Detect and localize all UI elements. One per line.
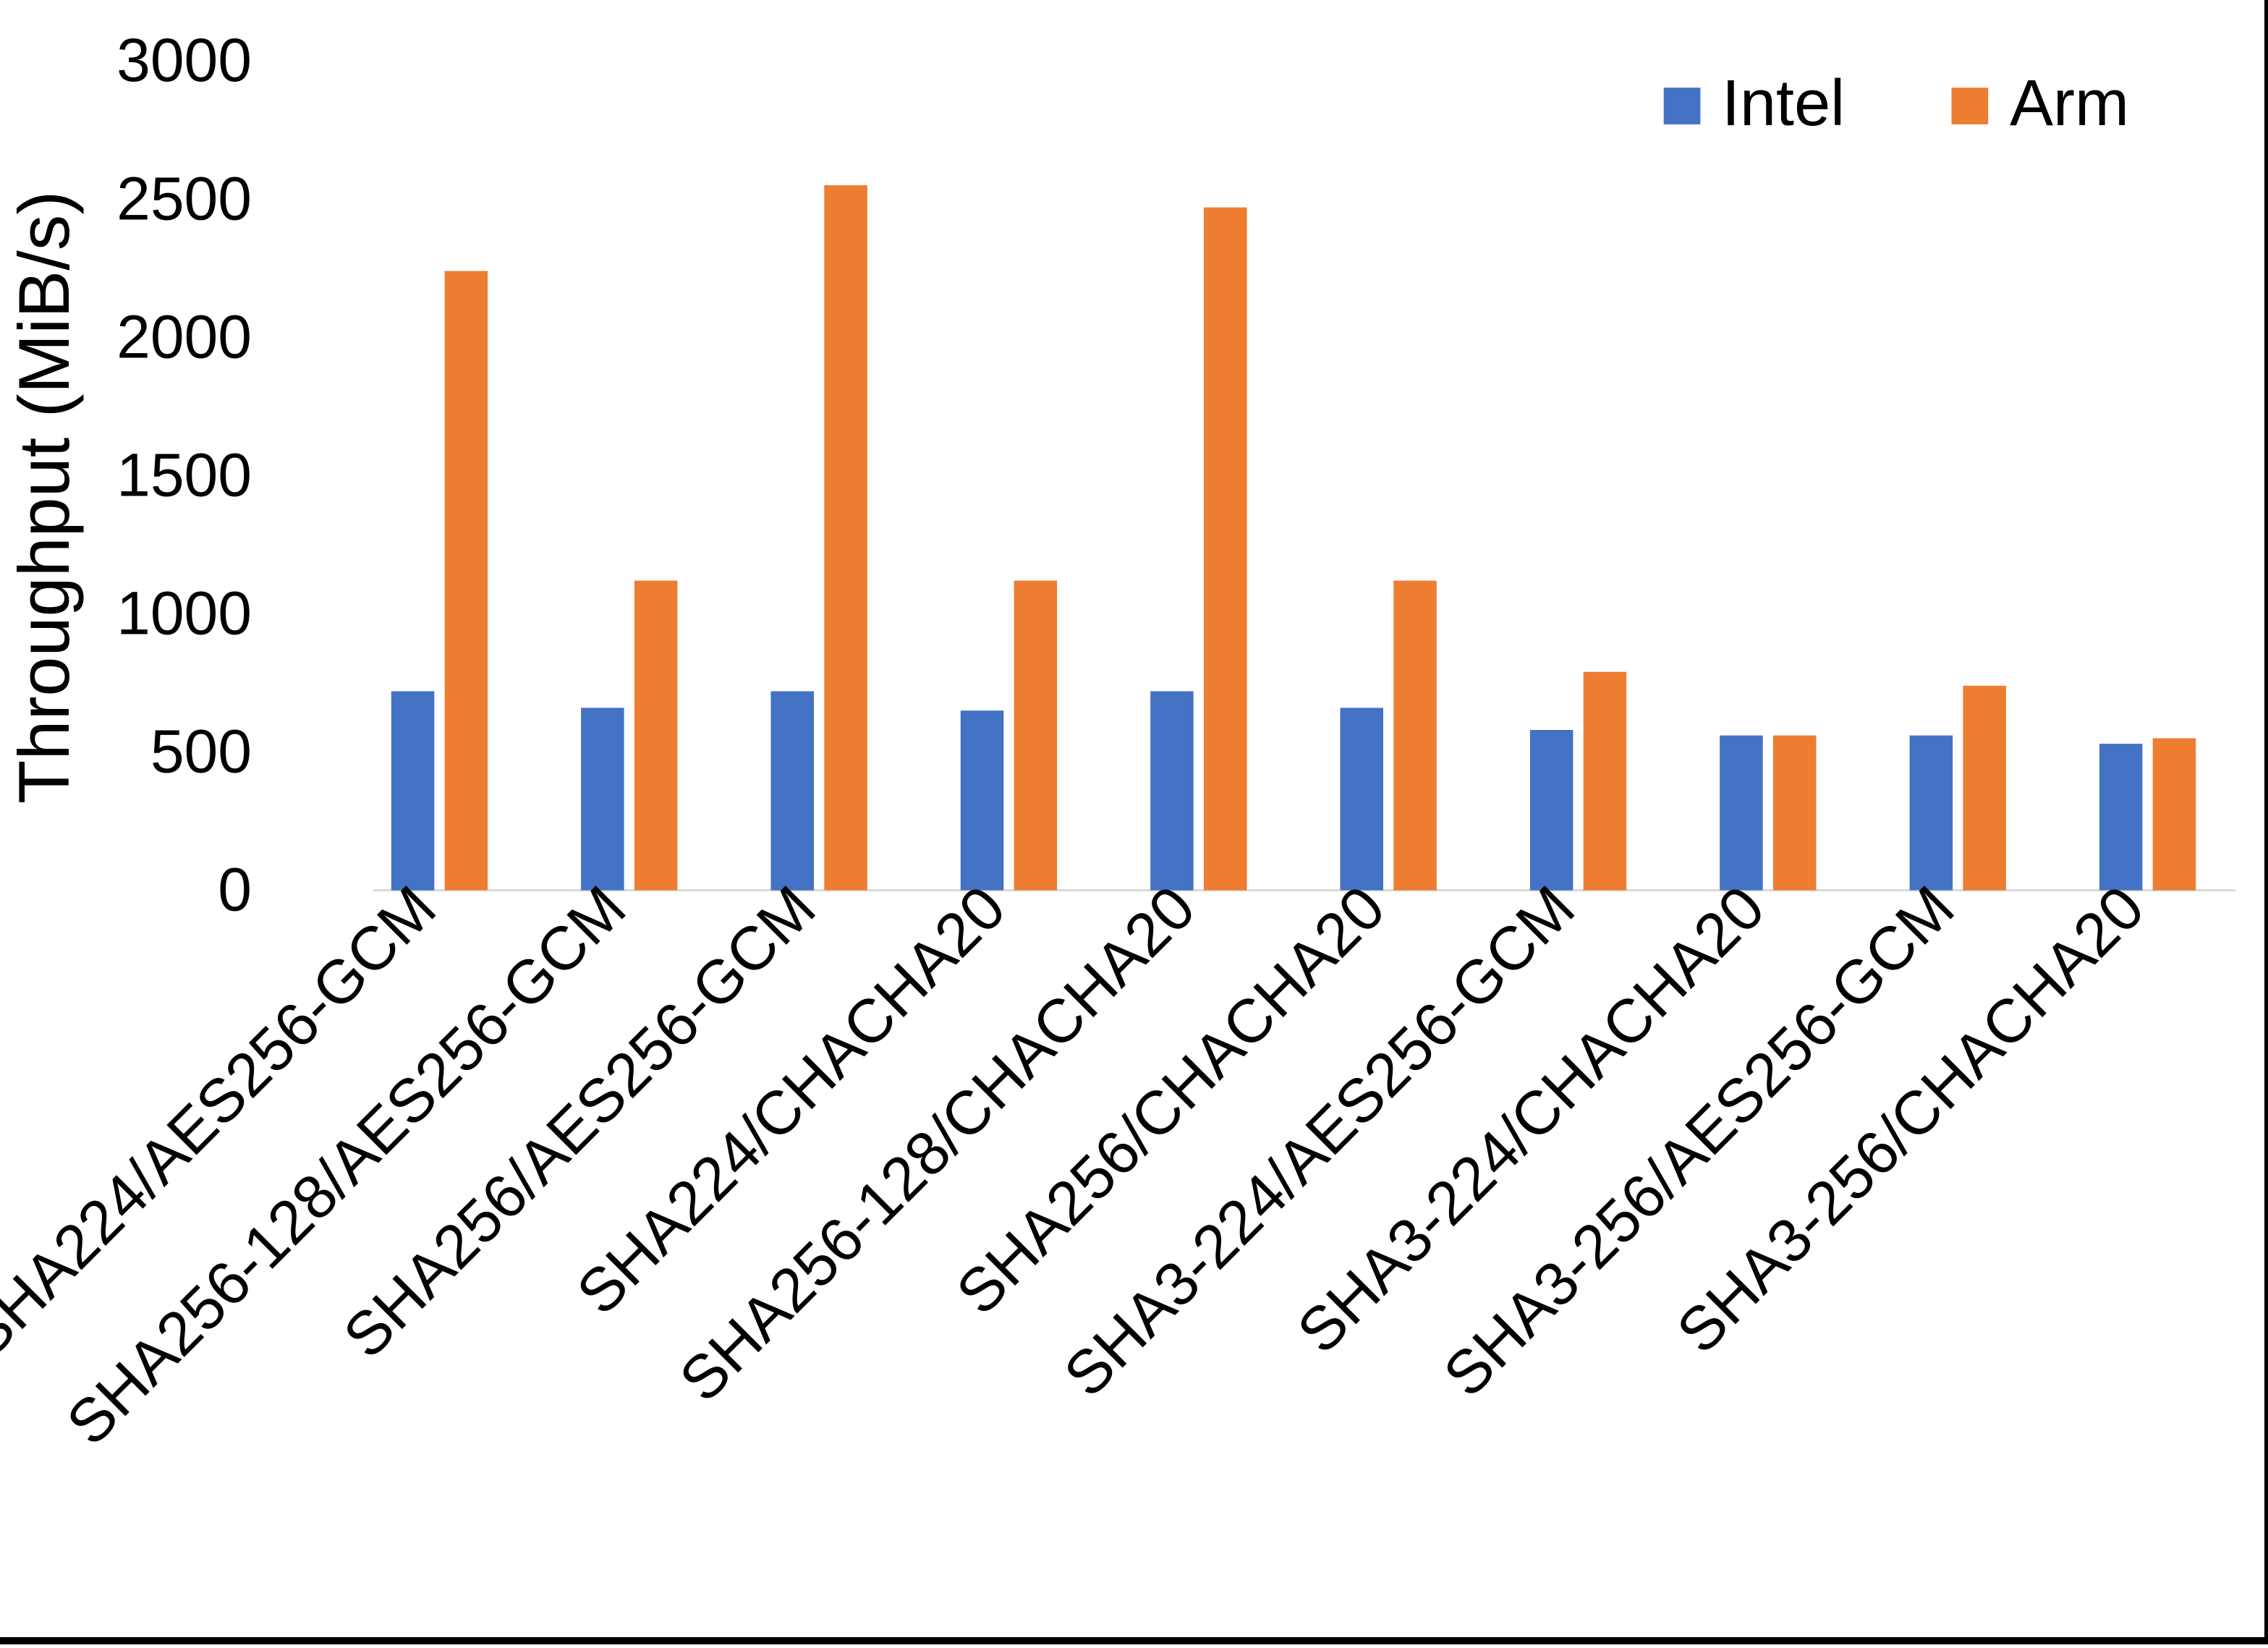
svg-text:2500: 2500	[116, 164, 252, 232]
svg-text:Throughput (MiB/s): Throughput (MiB/s)	[4, 191, 84, 804]
svg-text:Arm: Arm	[2010, 67, 2129, 140]
svg-text:2000: 2000	[116, 302, 252, 370]
svg-text:1500: 1500	[116, 441, 252, 509]
svg-text:1000: 1000	[116, 579, 252, 647]
svg-text:500: 500	[150, 718, 252, 786]
svg-text:Intel: Intel	[1722, 67, 1845, 140]
svg-text:0: 0	[218, 856, 252, 924]
svg-text:3000: 3000	[116, 26, 252, 94]
